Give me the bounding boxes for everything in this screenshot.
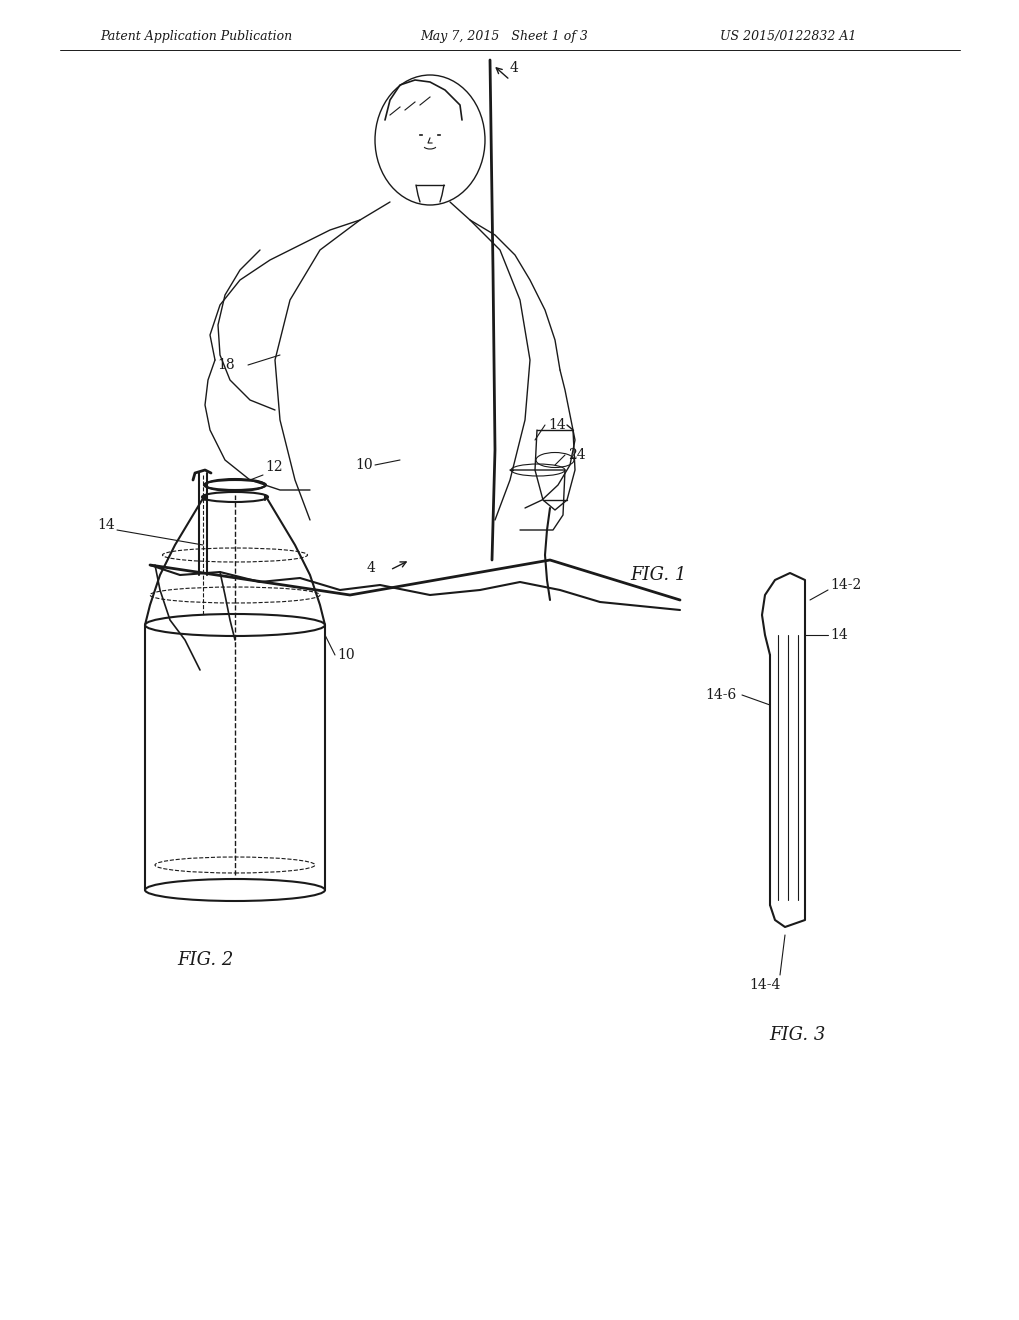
Text: 12: 12 (265, 459, 282, 474)
Text: FIG. 3: FIG. 3 (768, 1026, 824, 1044)
Text: 14-6: 14-6 (704, 688, 736, 702)
Text: 14: 14 (547, 418, 566, 432)
Text: FIG. 2: FIG. 2 (176, 950, 233, 969)
Text: 4: 4 (366, 561, 375, 576)
Text: 10: 10 (355, 458, 372, 473)
Text: 14-2: 14-2 (829, 578, 860, 591)
Text: US 2015/0122832 A1: US 2015/0122832 A1 (719, 30, 856, 44)
Text: FIG. 1: FIG. 1 (630, 566, 686, 583)
Text: Patent Application Publication: Patent Application Publication (100, 30, 291, 44)
Text: May 7, 2015   Sheet 1 of 3: May 7, 2015 Sheet 1 of 3 (420, 30, 587, 44)
Text: 10: 10 (336, 648, 355, 663)
Text: 14: 14 (97, 517, 115, 532)
Text: 24: 24 (568, 447, 585, 462)
Text: 14: 14 (829, 628, 847, 642)
Text: 18: 18 (217, 358, 234, 372)
Text: 14-4: 14-4 (749, 978, 780, 993)
Text: 4: 4 (510, 61, 519, 75)
